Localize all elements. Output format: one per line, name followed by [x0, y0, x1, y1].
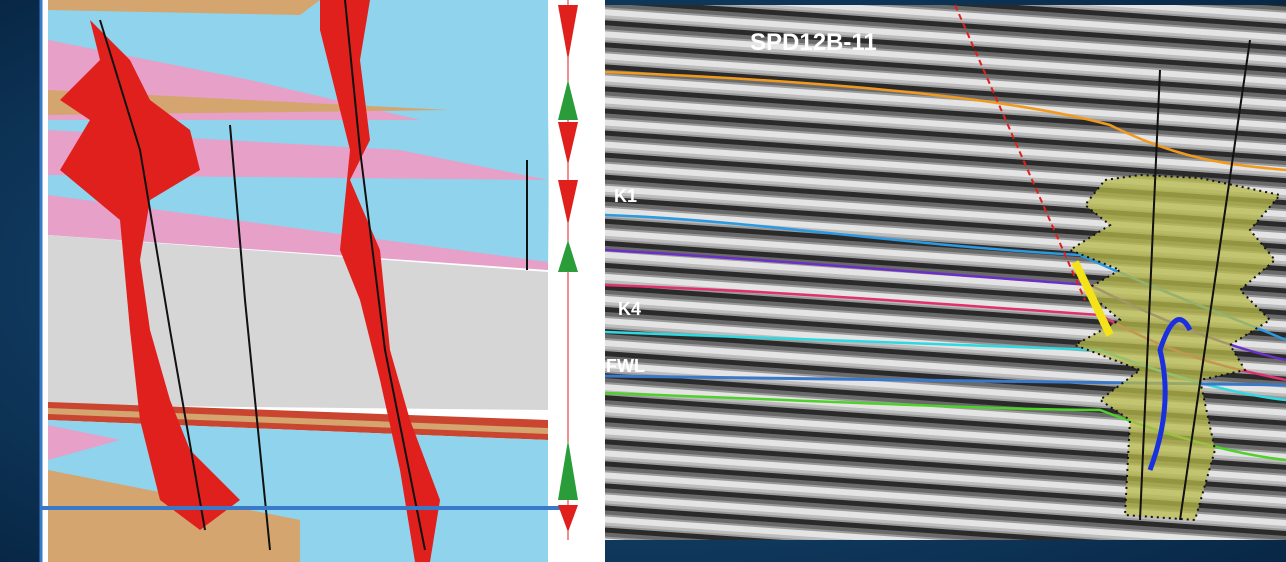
migration-arrow	[1147, 317, 1193, 471]
horizon-label: K4	[618, 299, 641, 319]
well	[1139, 69, 1161, 521]
pink-unit	[48, 425, 120, 460]
intrusion	[320, 0, 440, 562]
horizon	[604, 330, 1286, 402]
geologic-cross-section	[39, 0, 605, 562]
tan-unit	[48, 0, 320, 15]
fault-trace	[954, 4, 1086, 301]
pink-unit	[48, 195, 548, 270]
horizon	[604, 391, 1286, 462]
fault	[229, 124, 271, 551]
horizon	[604, 70, 1286, 172]
gray-unit	[48, 235, 548, 410]
reservoir-body	[1067, 173, 1282, 522]
intrusion	[60, 20, 240, 530]
well	[1179, 39, 1251, 521]
fault	[344, 0, 426, 551]
section-title: SPD12B-11	[750, 29, 877, 56]
horizon-label: FWL	[606, 356, 645, 376]
lower-tan-unit	[48, 470, 300, 562]
yellow-marker	[1071, 260, 1114, 337]
seismic-section: SPD12B-11 K1 K4 FWL	[604, 4, 1286, 540]
fault	[99, 19, 206, 531]
sequence-triangles	[558, 5, 578, 532]
horizon-label: K1	[614, 186, 637, 206]
